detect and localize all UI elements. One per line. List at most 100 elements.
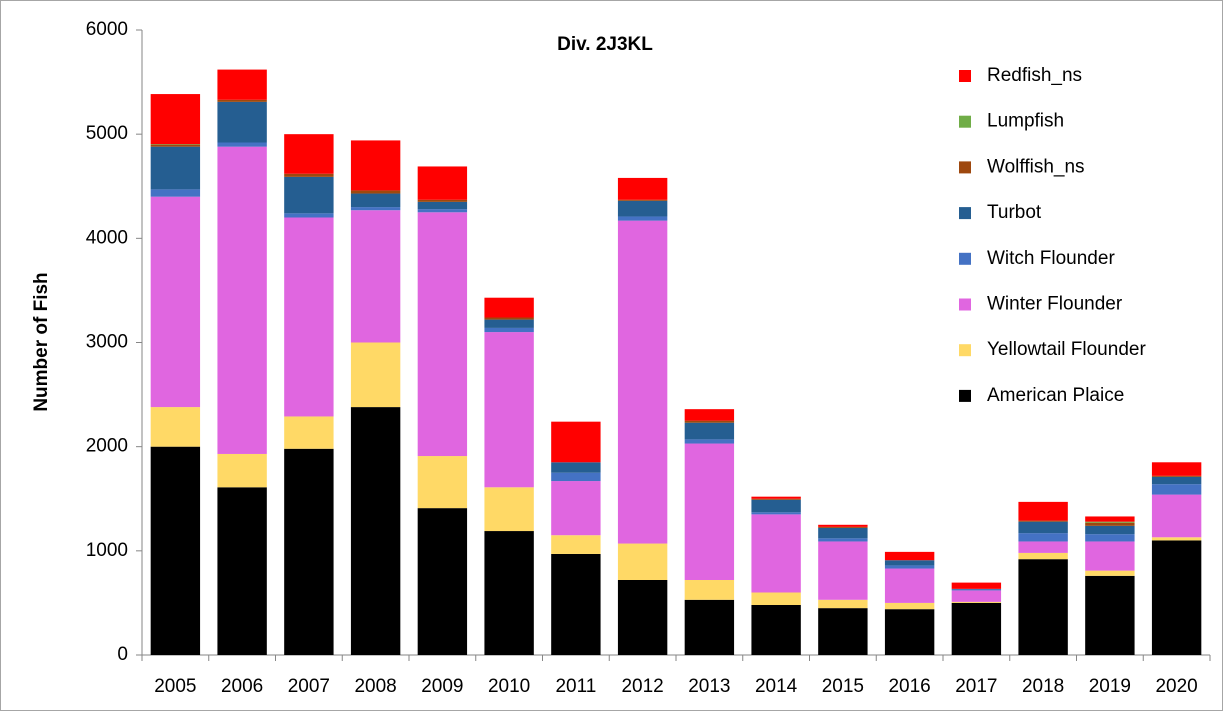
bar-segment xyxy=(818,538,868,542)
bar-segment xyxy=(1085,541,1135,571)
bar-segment xyxy=(951,582,1002,589)
bar-segment xyxy=(1018,533,1068,542)
x-tick-label: 2019 xyxy=(1089,676,1131,697)
bar-segment xyxy=(1151,484,1202,495)
x-tick-label: 2014 xyxy=(755,676,798,697)
bar-segment xyxy=(217,453,267,488)
bar-segment xyxy=(751,499,801,513)
x-tick-label: 2015 xyxy=(822,676,864,697)
bar-segment xyxy=(1151,537,1202,541)
legend-label: Wolffish_ns xyxy=(987,156,1085,177)
bar-segment xyxy=(484,531,534,655)
bar-segment xyxy=(217,487,267,655)
bar-segment xyxy=(350,193,401,208)
bar-segment xyxy=(684,420,735,423)
bar-segment xyxy=(284,448,334,655)
bar-segment xyxy=(484,327,534,333)
bar-segment xyxy=(617,543,668,580)
y-tick-label: 2000 xyxy=(86,436,128,457)
x-tick-label: 2011 xyxy=(555,676,596,697)
bar-segment xyxy=(484,297,534,318)
y-tick-label: 6000 xyxy=(86,19,128,40)
bar-segment xyxy=(417,456,468,509)
x-tick-label: 2008 xyxy=(354,676,396,697)
legend-label: Witch Flounder xyxy=(987,248,1115,269)
bar-segment xyxy=(1018,501,1068,521)
bar-segment xyxy=(751,514,801,593)
bar-segment xyxy=(1151,540,1202,655)
bar-segment xyxy=(417,201,468,210)
legend-label: American Plaice xyxy=(987,385,1124,406)
bar-segment xyxy=(1151,476,1202,485)
bar-segment xyxy=(484,487,534,532)
bar-segment xyxy=(551,421,601,463)
bar-segment xyxy=(284,134,334,174)
x-tick-label: 2006 xyxy=(221,676,263,697)
bar-segment xyxy=(684,599,735,655)
bar-segment xyxy=(150,446,201,655)
bar-segment xyxy=(751,605,801,655)
legend-swatch xyxy=(959,298,971,311)
bar-segment xyxy=(951,602,1002,655)
bar-segment xyxy=(284,213,334,218)
bar-segment xyxy=(284,173,334,177)
bar-segment xyxy=(217,101,267,143)
y-tick-label: 1000 xyxy=(86,540,128,561)
legend-swatch xyxy=(959,344,971,357)
x-tick-label: 2012 xyxy=(621,676,663,697)
bar-segment xyxy=(417,209,468,213)
bar-segment xyxy=(551,553,601,655)
bar-segment xyxy=(417,508,468,655)
legend-label: Yellowtail Flounder xyxy=(987,339,1146,360)
bar-segment xyxy=(150,196,201,408)
bar-segment xyxy=(417,212,468,457)
bar-segment xyxy=(617,220,668,544)
bar-segment xyxy=(417,166,468,200)
bar-segment xyxy=(617,199,668,201)
bar-segment xyxy=(684,409,735,421)
bar-segment xyxy=(350,140,401,191)
y-tick-label: 3000 xyxy=(86,332,128,353)
x-tick-label: 2005 xyxy=(154,676,196,697)
bar-segment xyxy=(751,512,801,515)
bar-segment xyxy=(284,416,334,449)
bar-segment xyxy=(1018,521,1068,534)
bar-segment xyxy=(818,524,868,527)
legend-swatch xyxy=(959,115,971,128)
bar-segment xyxy=(1085,516,1135,522)
bar-segment xyxy=(751,592,801,605)
bar-segment xyxy=(350,342,401,408)
bar-segment xyxy=(951,601,1002,603)
bar-segment xyxy=(1151,475,1202,477)
bar-segment xyxy=(1018,552,1068,560)
bar-segment xyxy=(217,69,267,100)
bar-segment xyxy=(150,144,201,147)
bar-segment xyxy=(350,190,401,194)
x-tick-label: 2020 xyxy=(1155,676,1197,697)
bar-segment xyxy=(951,588,1002,590)
bar-segment xyxy=(417,199,468,202)
bar-segment xyxy=(684,580,735,600)
bar-segment xyxy=(818,541,868,600)
bar-segment xyxy=(551,472,601,482)
bar-segment xyxy=(350,210,401,343)
bar-segment xyxy=(818,526,868,528)
bar-segment xyxy=(617,200,668,217)
bar-segment xyxy=(684,422,735,440)
bar-segment xyxy=(484,317,534,320)
legend-swatch xyxy=(959,70,971,82)
bar-segment xyxy=(818,599,868,609)
x-tick-label: 2018 xyxy=(1022,676,1064,697)
bar-segment xyxy=(1085,521,1135,523)
bar-segment xyxy=(1085,575,1135,655)
x-tick-label: 2010 xyxy=(488,676,530,697)
bar-segment xyxy=(951,589,1002,591)
bar-segment xyxy=(1085,534,1135,542)
bar-segment xyxy=(884,602,935,610)
legend-swatch xyxy=(959,207,971,220)
bar-segment xyxy=(217,146,267,454)
chart-title: Div. 2J3KL xyxy=(557,34,653,55)
bar-segment xyxy=(150,146,201,190)
bar-segment xyxy=(617,580,668,655)
legend-label: Winter Flounder xyxy=(987,294,1123,315)
